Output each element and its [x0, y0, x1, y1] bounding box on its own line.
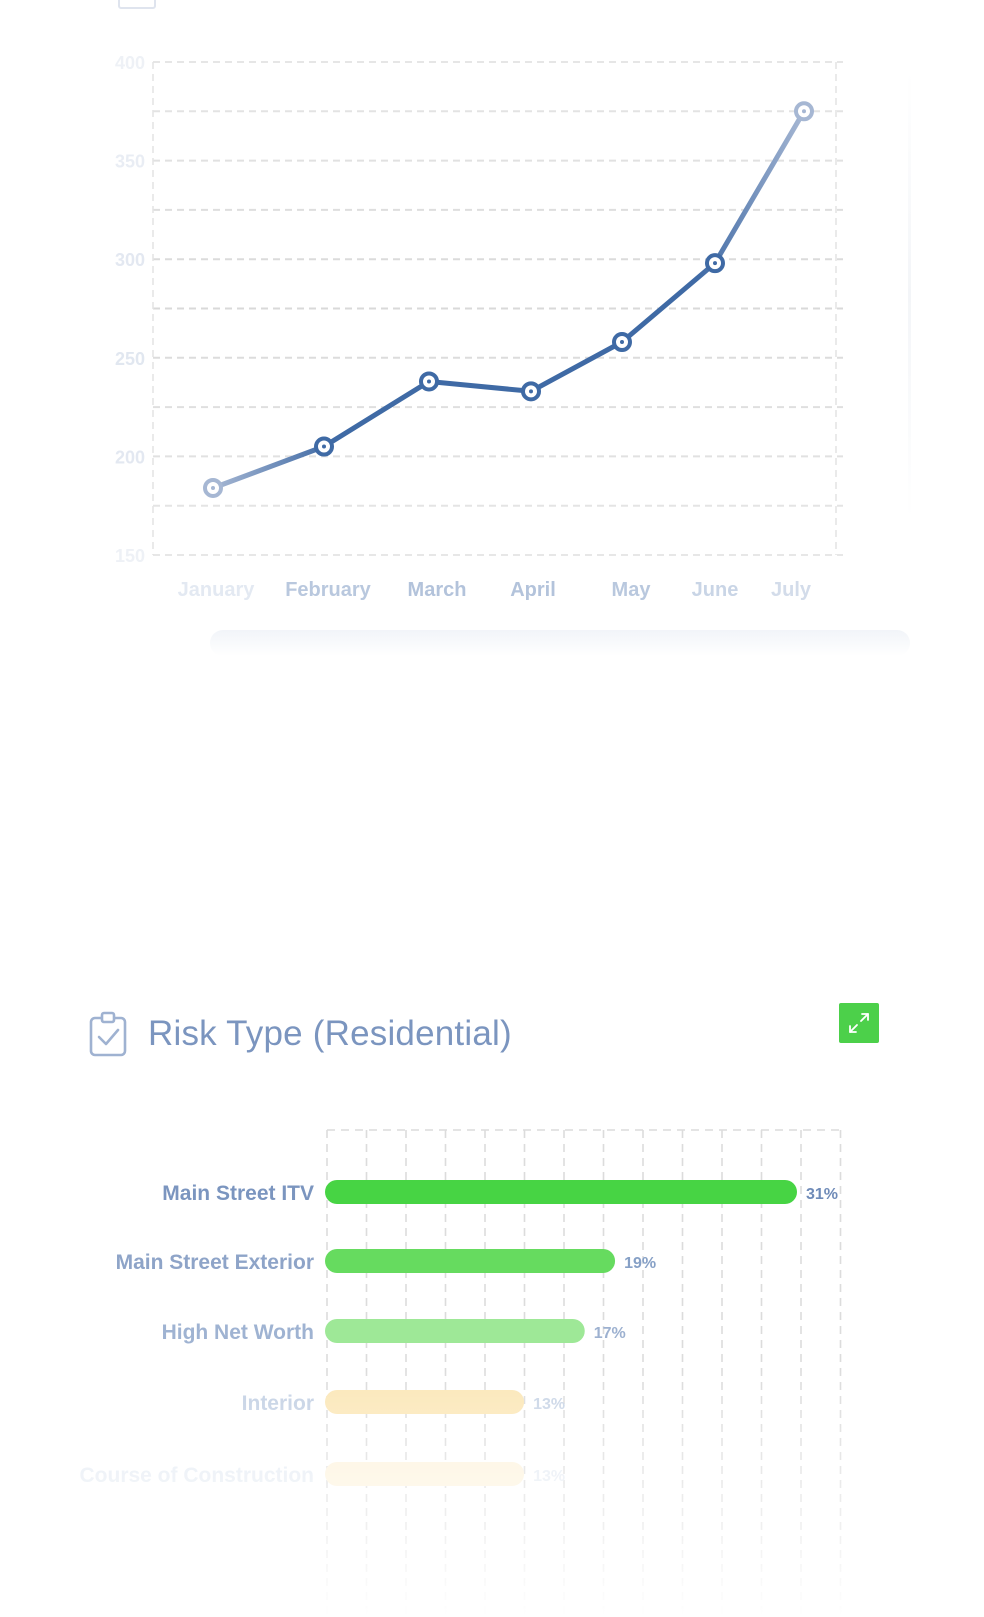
x-tick-label: April: [510, 579, 556, 601]
clipboard-check-icon: [89, 1011, 127, 1057]
x-tick-label: May: [612, 579, 652, 601]
line-chart: 400 350 300 250 200 150 January February March A…: [115, 53, 843, 601]
bar-category-label: Main Street Exterior: [116, 1251, 314, 1274]
data-point-center: [427, 379, 431, 384]
x-tick-label: January: [178, 579, 256, 601]
line-chart-y-axis: 400 350 300 250 200 150: [115, 53, 145, 566]
line-chart-grid: [152, 61, 843, 556]
bar-chart-marks: Main Street ITV 31% Main Street Exterior 19…: [80, 1180, 838, 1487]
bar: [325, 1180, 797, 1204]
bar: [325, 1390, 525, 1414]
data-point-center: [802, 109, 806, 114]
bar-category-label: Interior: [242, 1392, 314, 1415]
x-tick-label: July: [771, 579, 812, 601]
bar-chart-grid: [326, 1129, 842, 1617]
bar: [325, 1249, 616, 1273]
data-point-center: [322, 444, 326, 449]
bar-value-label: 19%: [624, 1255, 656, 1272]
bar: [325, 1462, 525, 1486]
y-tick-label: 250: [115, 349, 145, 369]
expand-button[interactable]: [839, 1003, 879, 1043]
y-tick-label: 150: [115, 546, 145, 566]
data-point-center: [620, 340, 624, 345]
data-point-center: [211, 485, 215, 490]
y-tick-label: 200: [115, 447, 145, 467]
calendar-icon: [118, 0, 156, 9]
x-tick-label: June: [692, 579, 739, 601]
y-tick-label: 400: [115, 53, 145, 73]
y-tick-label: 350: [115, 152, 145, 172]
bar-category-label: High Net Worth: [162, 1321, 314, 1344]
bar: [325, 1319, 585, 1343]
bar-value-label: 13%: [533, 1468, 565, 1485]
line-chart-header: [118, 0, 178, 14]
line-chart-card: 400 350 300 250 200 150 January February March A…: [0, 0, 984, 680]
expand-arrows-icon: [849, 1013, 869, 1033]
line-chart-x-axis: January February March April May June July: [178, 579, 812, 601]
bar-value-label: 17%: [594, 1325, 626, 1342]
data-point-center: [529, 389, 533, 394]
risk-card-header: Risk Type (Residential): [88, 1004, 512, 1064]
x-tick-label: February: [285, 579, 371, 601]
card-shadow: [210, 630, 910, 656]
bar-category-label: Main Street ITV: [162, 1182, 314, 1205]
risk-card-title: Risk Type (Residential): [148, 1014, 512, 1053]
y-tick-label: 300: [115, 250, 145, 270]
bar-category-label: Course of Construction: [80, 1464, 315, 1487]
card-edge: [908, 70, 911, 520]
x-tick-label: March: [408, 579, 467, 601]
bar-value-label: 31%: [806, 1186, 838, 1203]
data-point-center: [713, 261, 717, 266]
bar-value-label: 13%: [533, 1396, 565, 1413]
line-points: [203, 101, 814, 498]
